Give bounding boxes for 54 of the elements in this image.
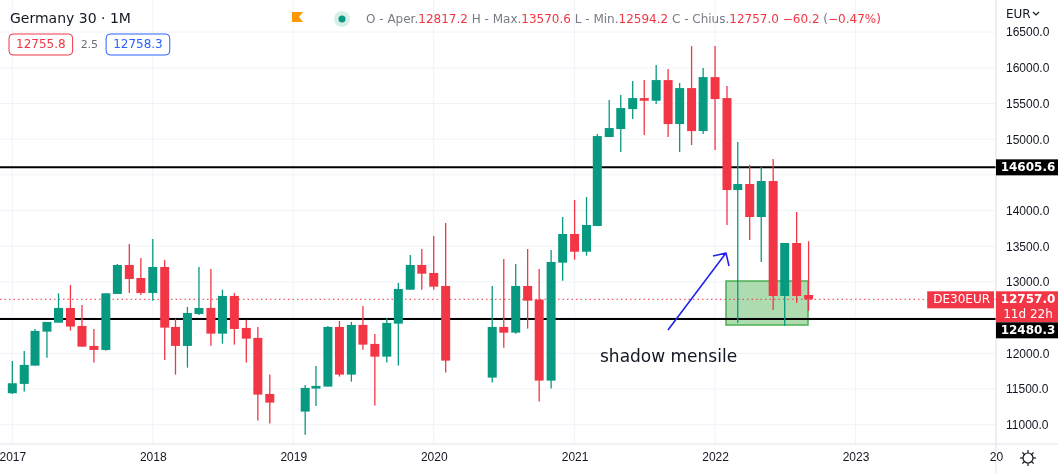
candlestick — [616, 94, 626, 153]
candlestick — [710, 45, 720, 151]
candlestick — [124, 243, 134, 294]
candlestick — [54, 292, 63, 324]
x-tick-label: 2019 — [280, 449, 308, 464]
y-tick-label: 11500.0 — [1006, 382, 1049, 397]
x-tick-label: 2021 — [561, 449, 589, 464]
candlestick — [429, 235, 439, 291]
y-tick-label: 13000.0 — [1006, 275, 1050, 290]
candlestick — [241, 319, 251, 364]
candlestick — [417, 248, 427, 291]
annotation: shadow mensile — [600, 346, 738, 366]
candlestick — [136, 257, 146, 296]
ref-line-label: 12480.3 — [1000, 323, 1056, 338]
y-tick-label: 16000.0 — [1006, 61, 1050, 76]
annotation: 12758.3 — [113, 37, 163, 51]
annotation: 2.5 — [80, 38, 99, 51]
x-tick-label: 2023 — [842, 449, 870, 464]
candlestick — [628, 80, 638, 120]
text: O - Aper.12817.2 H - Max.13570.6 L - Min.12594.2 C - Chius.12757.0 −60.2 (−0.47%) — [366, 12, 881, 26]
candlestick — [733, 141, 743, 324]
y-tick-label: 14000.0 — [1006, 203, 1050, 218]
y-tick-label: 16500.0 — [1006, 25, 1050, 40]
candlestick — [651, 64, 661, 105]
candlestick — [7, 360, 17, 395]
candlestick — [639, 79, 649, 136]
y-tick-label: 15000.0 — [1006, 132, 1050, 147]
ref-line-label: 12757.0 — [1000, 292, 1056, 307]
candlestick — [570, 199, 580, 261]
candlestick — [358, 305, 368, 351]
candlestick — [89, 328, 99, 364]
candlestick — [77, 304, 87, 348]
text: EUR — [1006, 7, 1031, 21]
candlestick — [194, 266, 204, 316]
x-tick-label: 2022 — [702, 449, 730, 464]
ref-line-label: 14605.6 — [1000, 160, 1056, 175]
y-tick-label: 15500.0 — [1006, 96, 1050, 111]
candlestick — [265, 373, 275, 425]
text: 11d 22h — [1003, 307, 1053, 322]
y-tick-label: 12000.0 — [1006, 346, 1050, 361]
annotation: DE30EUR — [933, 292, 990, 307]
candlestick — [170, 318, 180, 376]
annotation: 12755.8 — [16, 37, 66, 51]
candlestick — [370, 333, 380, 407]
x-tick-label: 20 — [989, 449, 1004, 464]
candlestick — [19, 350, 29, 393]
x-tick-label: 2017 — [0, 449, 27, 464]
x-tick-label: 2020 — [420, 449, 448, 464]
y-tick-label: 13500.0 — [1006, 239, 1050, 254]
candlestick — [604, 99, 614, 138]
x-tick-label: 2018 — [139, 449, 167, 464]
candlestick — [42, 321, 52, 359]
text: Germany 30 · 1M — [10, 10, 131, 26]
y-tick-label: 11000.0 — [1006, 418, 1049, 433]
